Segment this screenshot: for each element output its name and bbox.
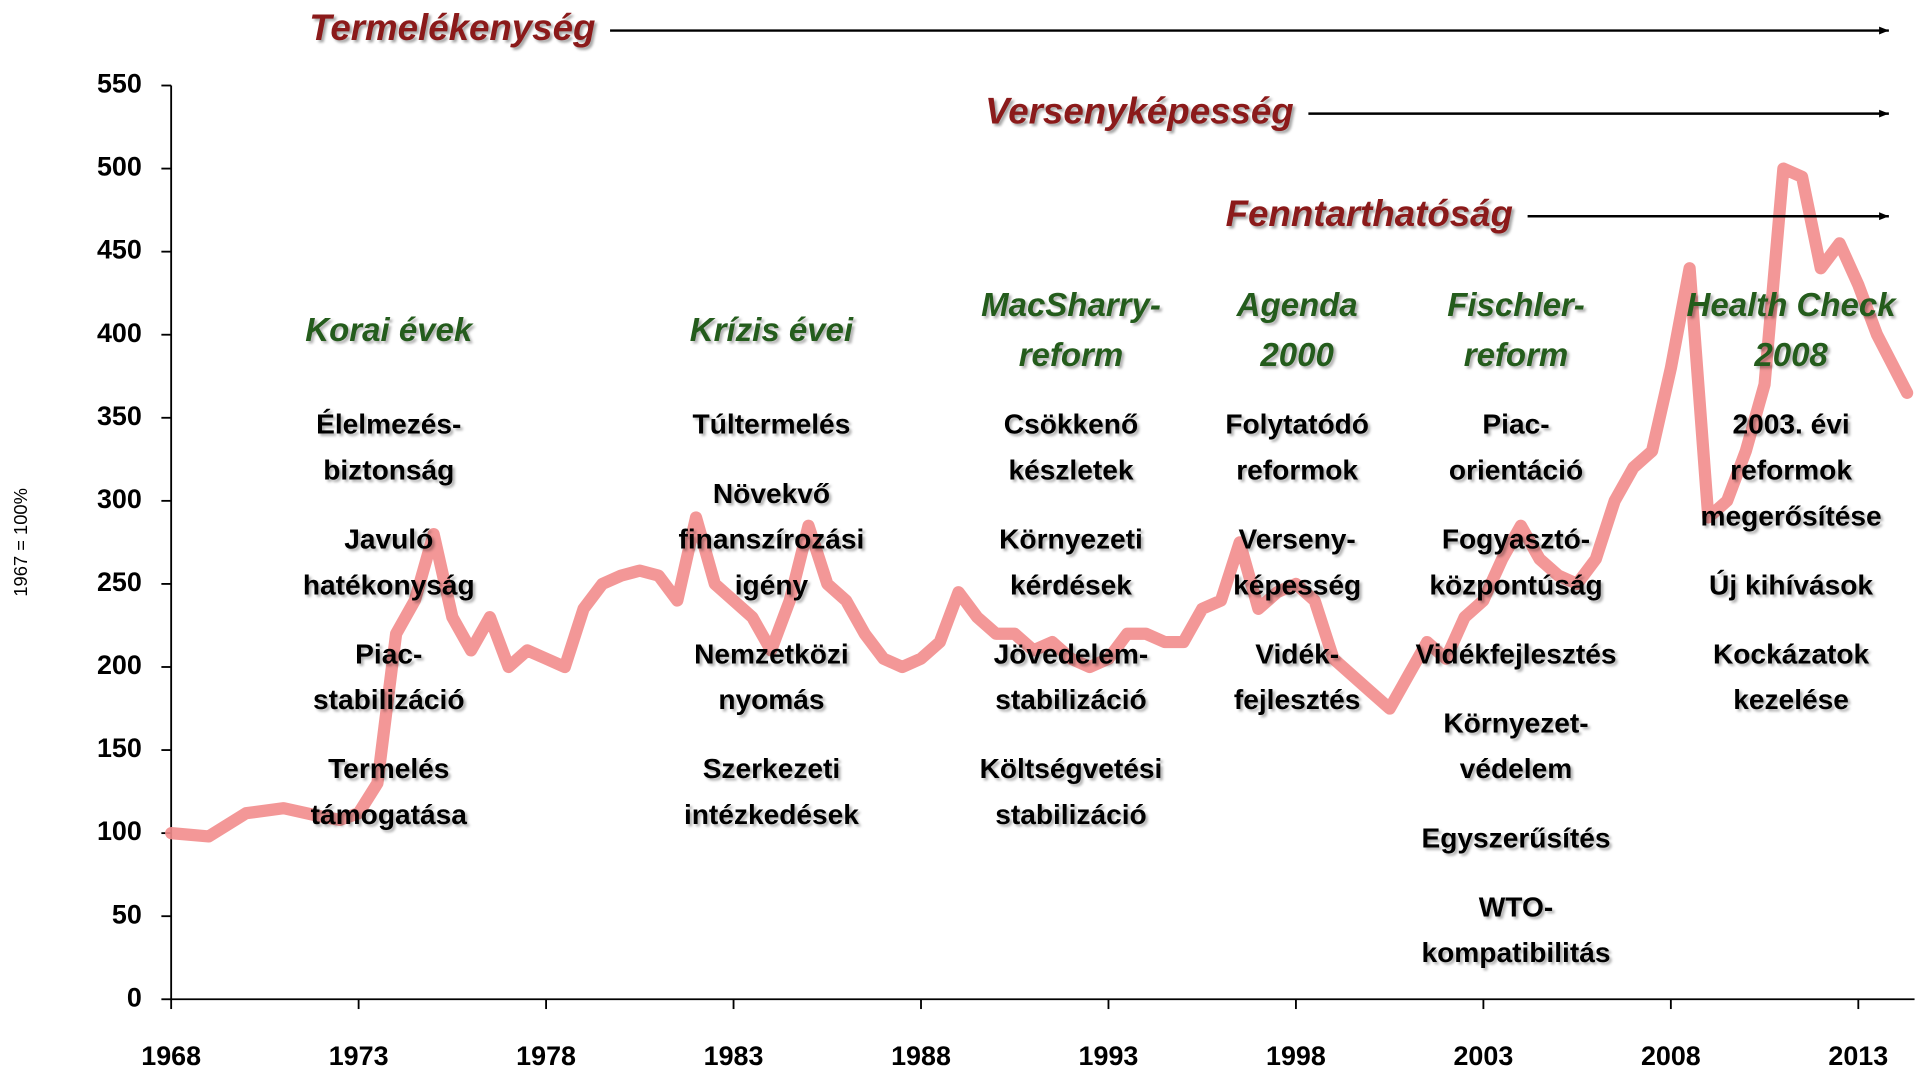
period-item: kérdések (1010, 569, 1132, 600)
y-tick-label: 400 (97, 318, 142, 348)
x-tick-label: 1978 (516, 1041, 576, 1071)
period-item: Vidékfejlesztés (1415, 638, 1616, 669)
period-item: Javuló (344, 524, 433, 555)
y-tick-label: 50 (112, 899, 142, 929)
period-item: képesség (1233, 569, 1361, 600)
period-item: Piac- (1482, 409, 1549, 440)
period-item: Folytatódó (1225, 409, 1369, 440)
arrow-label: Versenyképesség (985, 90, 1294, 131)
period-item: Költségvetési (980, 753, 1163, 784)
period-item: Csökkenő (1004, 409, 1138, 440)
period-title: reform (1464, 336, 1569, 373)
period-item: reformok (1236, 455, 1358, 486)
period-item: Verseny- (1239, 524, 1356, 555)
period-item: WTO- (1479, 891, 1553, 922)
period-title: Korai évek (305, 311, 474, 348)
period-title: 2008 (1753, 336, 1828, 373)
x-tick-label: 2013 (1828, 1041, 1888, 1071)
y-tick-label: 250 (97, 567, 142, 597)
period-item: Piac- (355, 638, 422, 669)
period-item: védelem (1460, 753, 1572, 784)
period-title: MacSharry- (981, 286, 1161, 323)
period-item: nyomás (718, 684, 824, 715)
period-item: Nemzetközi (694, 638, 849, 669)
period-item: központúság (1429, 569, 1602, 600)
period-item: kezelése (1733, 684, 1849, 715)
x-tick-label: 1983 (704, 1041, 764, 1071)
data-line (165, 162, 1914, 843)
period-item: orientáció (1449, 455, 1583, 486)
arrow-label: Fenntarthatóság (1226, 193, 1513, 234)
y-tick-label: 100 (97, 816, 142, 846)
period-item: Jövedelem- (994, 638, 1149, 669)
period-item: finanszírozási (679, 524, 865, 555)
y-tick-label: 300 (97, 484, 142, 514)
period-item: Fogyasztó- (1442, 524, 1590, 555)
period-item: 2003. évi (1732, 409, 1849, 440)
y-tick-label: 450 (97, 235, 142, 265)
period-item: megerősítése (1700, 500, 1881, 531)
period-item: Túltermelés (693, 409, 851, 440)
period-item: Vidék- (1255, 638, 1339, 669)
period-item: Növekvő (713, 478, 830, 509)
period-item: Szerkezeti (703, 753, 840, 784)
period-item: kompatibilitás (1422, 937, 1611, 968)
x-tick-label: 2003 (1453, 1041, 1513, 1071)
x-tick-label: 2008 (1641, 1041, 1701, 1071)
period-item: hatékonyság (303, 569, 475, 600)
arrow-label: Termelékenység (309, 7, 595, 48)
period-item: stabilizáció (995, 684, 1147, 715)
period-item: támogatása (311, 799, 468, 830)
period-item: Kockázatok (1713, 638, 1870, 669)
x-tick-label: 1993 (1079, 1041, 1139, 1071)
period-item: Új kihívások (1709, 569, 1873, 600)
period-item: Környezet- (1443, 707, 1588, 738)
period-item: intézkedések (684, 799, 859, 830)
period-item: Termelés (328, 753, 449, 784)
y-tick-label: 350 (97, 401, 142, 431)
y-tick-label: 550 (97, 69, 142, 99)
period-item: biztonság (323, 455, 454, 486)
x-tick-label: 1973 (329, 1041, 389, 1071)
y-axis-label: 1967 = 100% (10, 488, 31, 597)
period-title: Krízis évei (690, 311, 854, 348)
period-item: készletek (1008, 455, 1133, 486)
period-item: stabilizáció (995, 799, 1147, 830)
period-item: Élelmezés- (316, 409, 461, 440)
period-title: Fischler- (1447, 286, 1585, 323)
period-item: reformok (1730, 455, 1852, 486)
period-title: Agenda (1236, 286, 1358, 323)
period-item: stabilizáció (313, 684, 465, 715)
y-tick-label: 500 (97, 152, 142, 182)
x-tick-label: 1968 (141, 1041, 201, 1071)
y-tick-label: 200 (97, 650, 142, 680)
period-item: Környezeti (999, 524, 1143, 555)
period-item: Egyszerűsítés (1421, 822, 1610, 853)
period-item: fejlesztés (1234, 684, 1361, 715)
period-title: reform (1019, 336, 1124, 373)
y-tick-label: 0 (127, 982, 142, 1012)
period-item: igény (735, 569, 809, 600)
x-tick-label: 1988 (891, 1041, 951, 1071)
x-tick-label: 1998 (1266, 1041, 1326, 1071)
y-tick-label: 150 (97, 733, 142, 763)
period-title: Health Check (1687, 286, 1898, 323)
period-title: 2000 (1259, 336, 1334, 373)
